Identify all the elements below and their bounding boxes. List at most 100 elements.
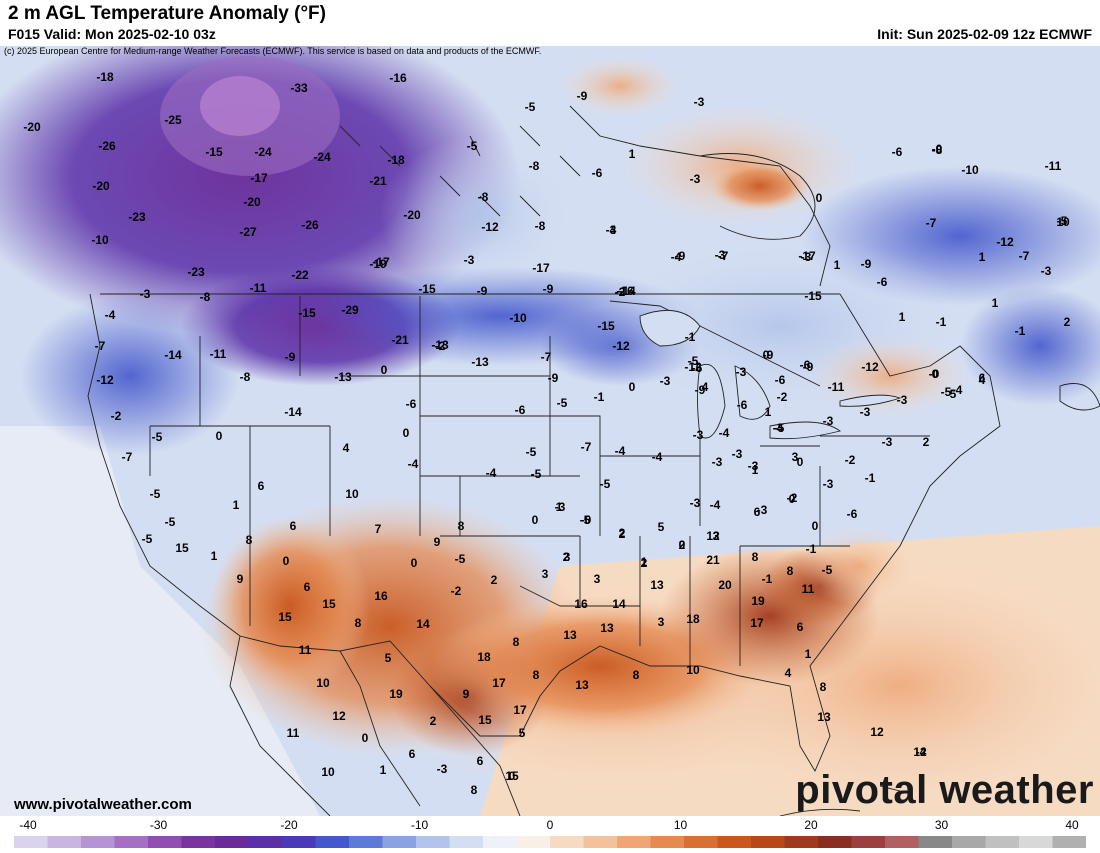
anomaly-label: -6 [775, 373, 786, 387]
colorbar-swatch [952, 836, 986, 848]
anomaly-label: -12 [861, 360, 879, 374]
anomaly-label: -2 [787, 491, 798, 505]
anomaly-label: -4 [615, 444, 626, 458]
colorbar-swatch [81, 836, 115, 848]
map-canvas: -18-33-16-25-20-26 -15 -24 -24 -18-20-17 -21-… [0, 46, 1100, 816]
anomaly-label: -6 [406, 397, 417, 411]
colorbar-swatch [516, 836, 551, 848]
anomaly-label: -1 [594, 390, 605, 404]
anomaly-label: -12 [612, 339, 630, 353]
anomaly-label: -17 [532, 261, 550, 275]
anomaly-label: -20 [403, 208, 421, 222]
anomaly-label: -5 [525, 100, 536, 114]
pacific-region [0, 426, 320, 816]
anomaly-label: -3 [823, 414, 834, 428]
anomaly-label: 9 [463, 687, 470, 701]
anomaly-label: 8 [820, 680, 827, 694]
website-link[interactable]: www.pivotalweather.com [14, 796, 192, 813]
brand-logo: pivotal weather [795, 768, 1094, 812]
anomaly-label: 6 [409, 747, 416, 761]
anomaly-label: 15 [478, 713, 492, 727]
anomaly-label: 8 [355, 616, 362, 630]
colorbar-tick-label: -20 [280, 818, 298, 832]
anomaly-label: -3 [897, 393, 908, 407]
colorbar-swatch [148, 836, 182, 848]
anomaly-label: 13 [817, 710, 831, 724]
anomaly-label: -4 [408, 457, 419, 471]
anomaly-label: -5 [774, 421, 785, 435]
colorbar-swatches [14, 836, 1087, 848]
anomaly-label: -9 [861, 257, 872, 271]
anomaly-label: -25 [164, 113, 182, 127]
anomaly-label: 12 [706, 529, 720, 543]
anomaly-label: -26 [98, 139, 116, 153]
anomaly-label: 0 [532, 513, 539, 527]
anomaly-label: -3 [715, 248, 726, 262]
anomaly-label: 12 [332, 709, 346, 723]
anomaly-label: -3 [464, 253, 475, 267]
anomaly-label: -3 [694, 95, 705, 109]
anomaly-label: -3 [736, 365, 747, 379]
colorbar-swatch [47, 836, 82, 848]
anomaly-label: 13 [563, 628, 577, 642]
anomaly-label: -5 [600, 477, 611, 491]
anomaly-label: 8 [513, 635, 520, 649]
colorbar-tick-label: 30 [934, 818, 949, 832]
anomaly-label: -5 [455, 552, 466, 566]
anomaly-label: 19 [389, 687, 403, 701]
anomaly-label: 0 [763, 348, 770, 362]
anomaly-label: 2 [923, 435, 930, 449]
anomaly-label: 1 [765, 405, 772, 419]
anomaly-label: 11 [299, 643, 312, 657]
anomaly-label: 8 [533, 668, 540, 682]
colorbar-swatch [851, 836, 886, 848]
anomaly-label: -19 [369, 257, 387, 271]
colorbar-tick-label: -40 [19, 818, 37, 832]
colorbar-swatch [818, 836, 852, 848]
us-coastline [87, 293, 961, 772]
anomaly-label: -8 [535, 219, 546, 233]
anomaly-label: -5 [580, 513, 591, 527]
valid-time: F015 Valid: Mon 2025-02-10 03z [8, 26, 216, 42]
anomaly-label: -2 [111, 409, 122, 423]
anomaly-label: 5 [385, 651, 392, 665]
anomaly-map[interactable]: -18 -33 -16 -25 -20 -26 -15 -24 -24 -18 -20 -17 -21-… [0, 46, 1100, 816]
anomaly-label: -8 [240, 370, 251, 384]
anomaly-label: -3 [660, 374, 671, 388]
anomaly-label: -5 [152, 430, 163, 444]
anomaly-label: -4 [105, 308, 116, 322]
anomaly-label: -4 [671, 250, 682, 264]
anomaly-label: -20 [92, 179, 110, 193]
anomaly-label: 16 [574, 597, 588, 611]
anomaly-label: 2 [619, 526, 626, 540]
anomaly-label: 5 [519, 726, 526, 740]
anomaly-label: -10 [91, 233, 109, 247]
anomaly-label: -2 [451, 584, 462, 598]
anomaly-label: -3 [1041, 264, 1052, 278]
anomaly-label: 6 [477, 754, 484, 768]
anomaly-label: 0 [789, 492, 796, 506]
anomaly-label: 0 [216, 429, 223, 443]
anomaly-label: -2 [435, 339, 446, 353]
anomaly-label: -13 [431, 338, 449, 352]
anomaly-label: -26 [301, 218, 319, 232]
anomaly-label: -4 [773, 421, 784, 435]
cold-anomaly-northwest [0, 46, 520, 336]
anomaly-label: -12 [96, 373, 114, 387]
copyright-notice: (c) 2025 European Centre for Medium-rang… [4, 46, 542, 56]
colorbar-swatch [215, 836, 249, 848]
colorbar-tick-label: -30 [149, 818, 168, 832]
anomaly-label: 2 [430, 714, 437, 728]
anomaly-label: 2 [641, 556, 648, 570]
anomaly-label: -23 [128, 210, 146, 224]
anomaly-label: -24 [313, 150, 331, 164]
anomaly-label: 0 [812, 519, 819, 533]
anomaly-label: -21 [369, 174, 387, 188]
anomaly-label: -8 [200, 290, 211, 304]
anomaly-label: -1 [936, 315, 947, 329]
anomaly-label: 4 [343, 441, 350, 455]
anomaly-label: -14 [284, 405, 302, 419]
anomaly-label: -3 [555, 500, 566, 514]
anomaly-label: -3 [693, 428, 704, 442]
anomaly-label: -5 [526, 445, 537, 459]
